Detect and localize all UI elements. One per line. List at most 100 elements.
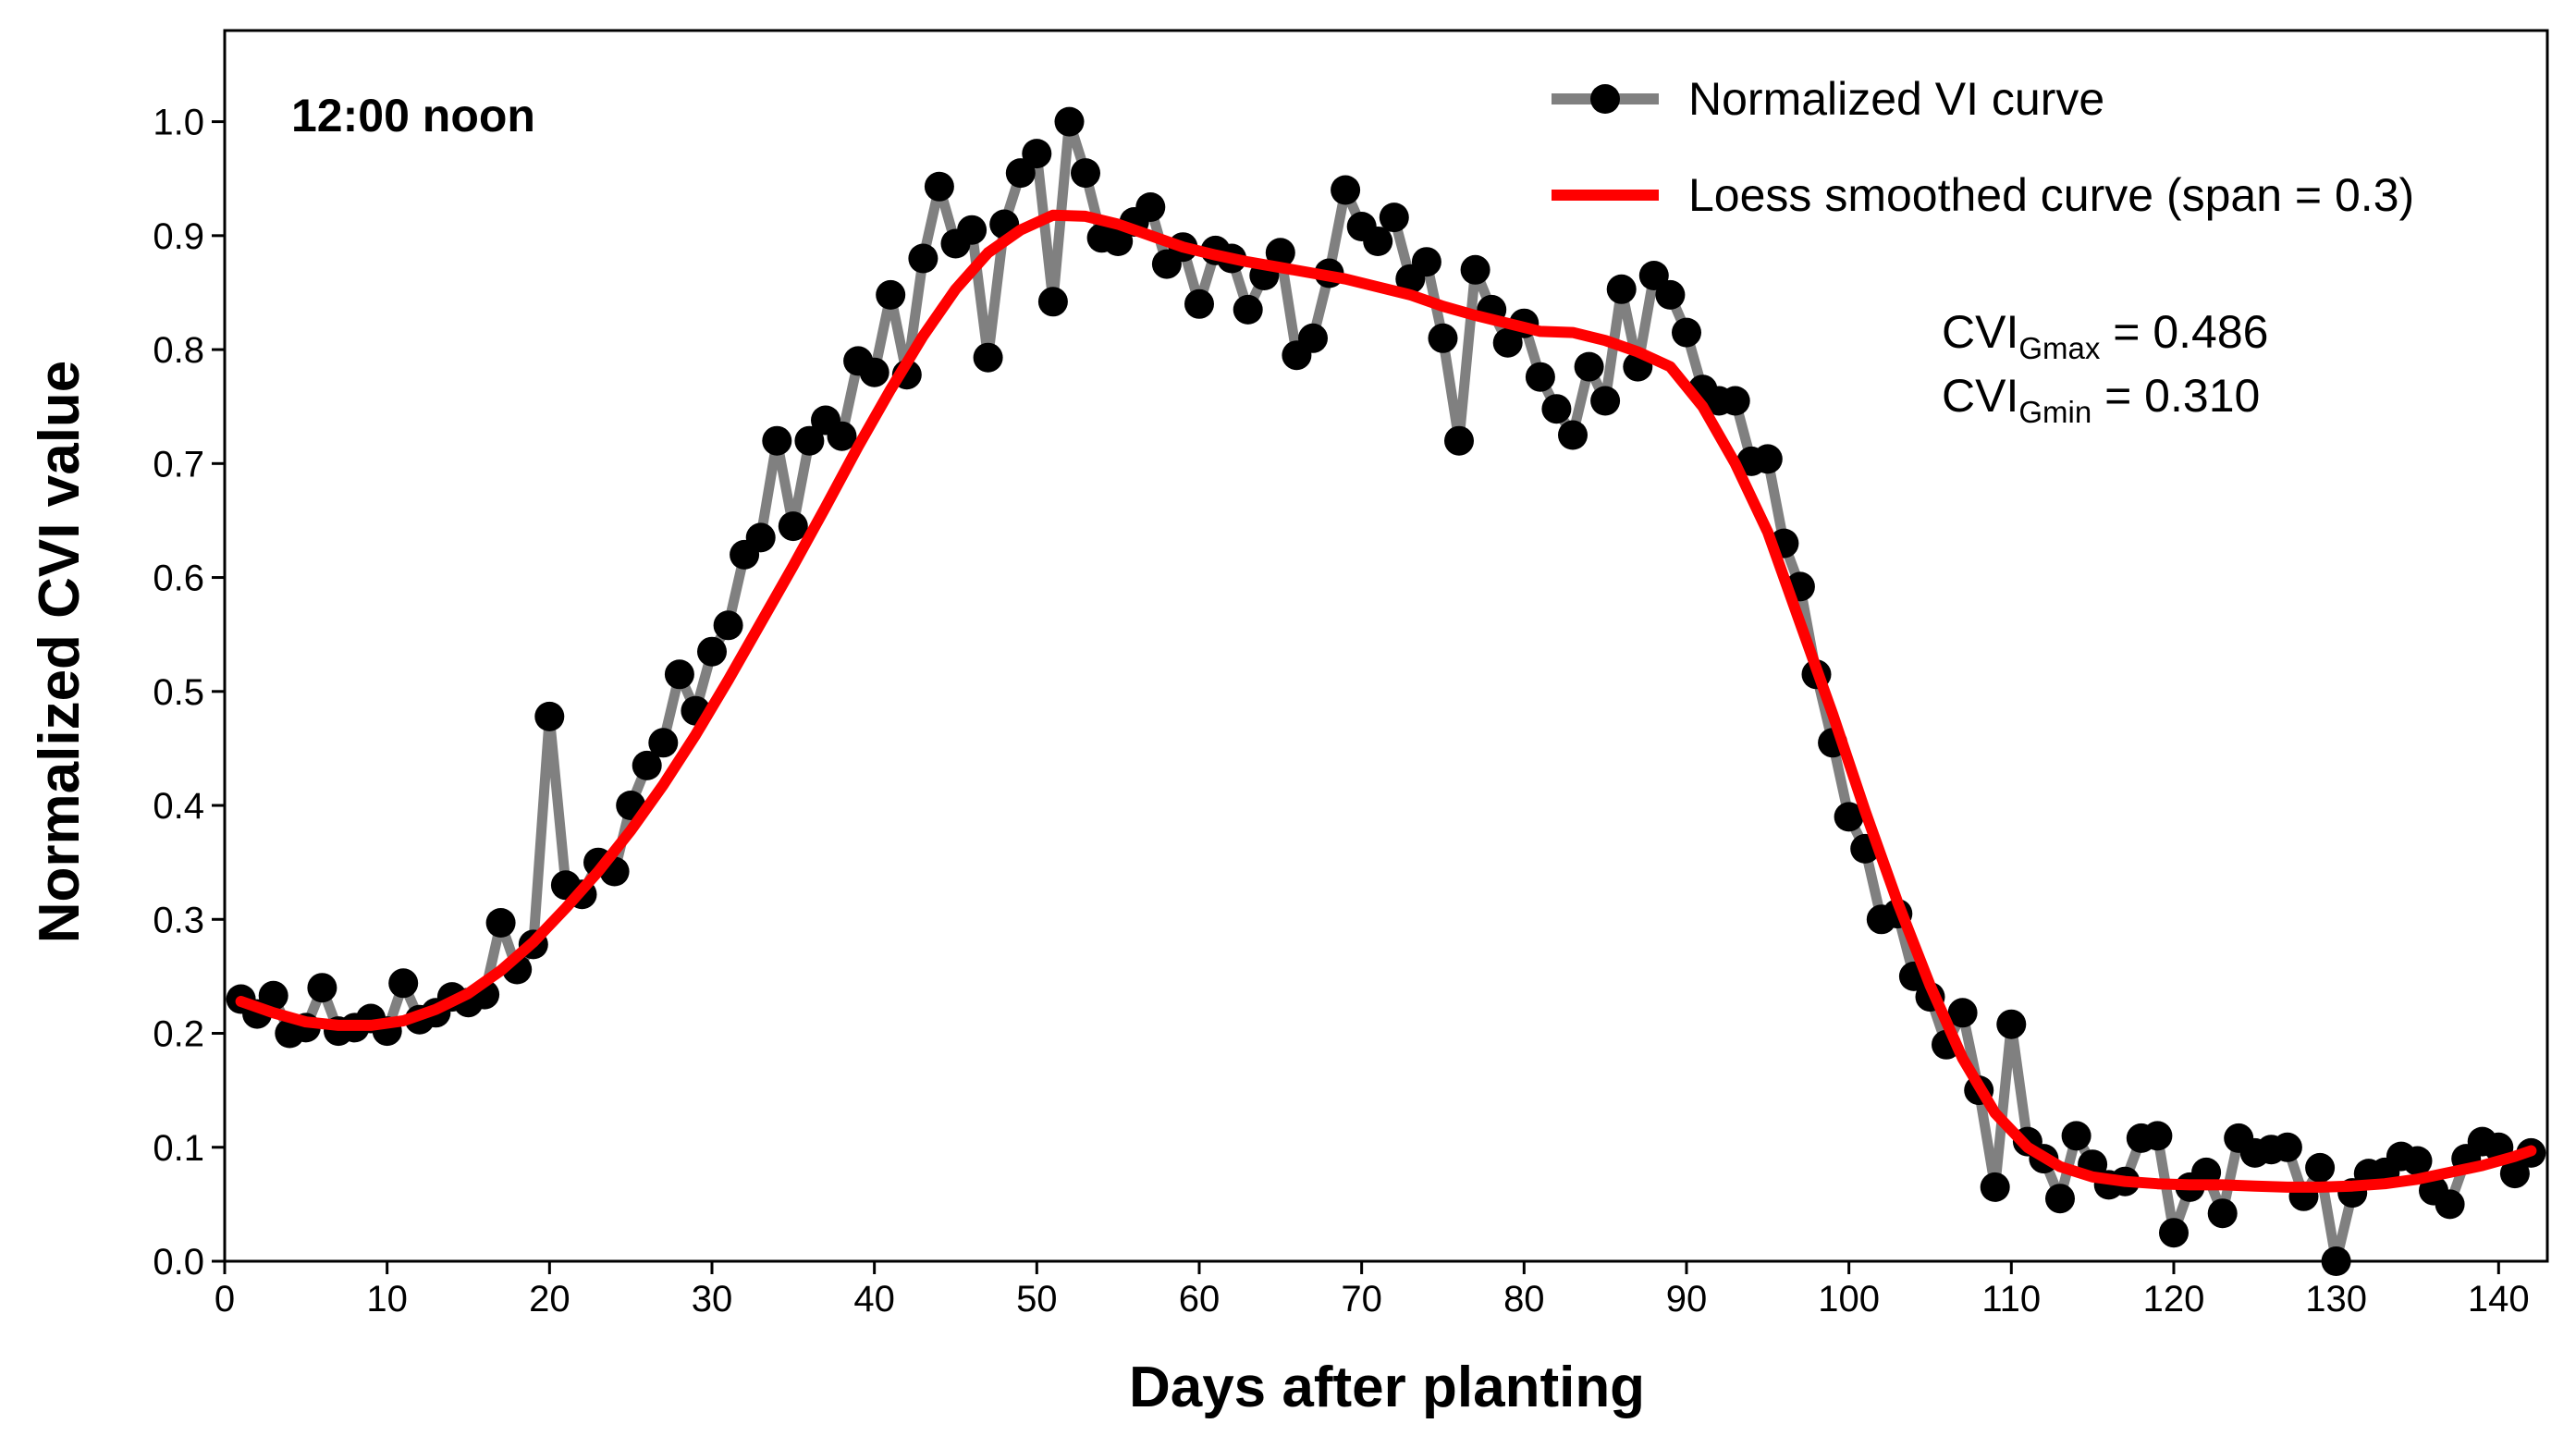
- vi-data-point: [1752, 444, 1783, 474]
- vi-data-point: [2061, 1121, 2091, 1151]
- vi-data-point: [957, 215, 987, 245]
- vi-data-point: [632, 750, 662, 780]
- vi-data-point: [485, 908, 516, 938]
- vi-data-point: [1558, 420, 1588, 450]
- vi-data-point: [2435, 1189, 2465, 1220]
- vi-data-point: [1363, 227, 1393, 256]
- vi-data-point: [876, 279, 906, 310]
- vi-data-point: [1980, 1172, 2010, 1202]
- y-tick-label: 0.5: [153, 672, 204, 713]
- vi-data-point: [1005, 158, 1036, 189]
- vi-data-point: [745, 522, 776, 553]
- vi-data-point: [2305, 1152, 2336, 1183]
- y-tick-label: 0.6: [153, 558, 204, 599]
- series-layer: [226, 106, 2546, 1276]
- vi-data-point: [307, 973, 337, 1003]
- x-tick-label: 120: [2143, 1279, 2205, 1319]
- y-tick-label: 0.1: [153, 1128, 204, 1169]
- series-loess-line: [235, 209, 2537, 1193]
- annotation-gmax-base: CVI: [1942, 306, 2018, 358]
- vi-data-point: [1444, 425, 1474, 456]
- vi-data-point: [258, 980, 288, 1011]
- vi-data-point: [1022, 139, 1052, 169]
- y-tick-label: 0.2: [153, 1014, 204, 1055]
- x-tick-label: 110: [1981, 1279, 2041, 1319]
- vi-data-point: [1590, 386, 1621, 416]
- vi-data-point: [2499, 1159, 2530, 1189]
- vi-data-point: [1379, 203, 1409, 233]
- vi-data-point: [1184, 288, 1214, 319]
- vi-data-point: [2045, 1184, 2075, 1214]
- vi-data-point: [778, 511, 808, 542]
- y-tick-label: 0.8: [153, 330, 204, 371]
- axes-frame: [223, 29, 2549, 1263]
- panel-title: 12:00 noon: [291, 90, 535, 141]
- vi-data-point: [1525, 362, 1555, 392]
- legend: Normalized VI curve Loess smoothed curve…: [1552, 73, 2414, 221]
- plot-border: [223, 29, 2549, 1263]
- vi-data-point: [1574, 351, 1604, 382]
- vi-data-point: [1265, 238, 1295, 268]
- x-tick-label: 100: [1818, 1279, 1880, 1319]
- y-axis-ticks: 0.0 0.1 0.2 0.3 0.4 0.5 0.6 0.7 0.8 0.9 1.0: [153, 103, 225, 1283]
- vi-data-point: [1428, 323, 1458, 353]
- x-tick-label: 60: [1179, 1279, 1221, 1319]
- vi-data-point: [1054, 106, 1085, 137]
- annotation-gmax-sub: Gmax: [2018, 331, 2101, 365]
- vi-data-point: [924, 171, 954, 202]
- annotation-gmin: CVIGmin = 0.310: [1942, 370, 2260, 429]
- vi-data-point: [1492, 327, 1523, 358]
- vi-data-point: [1331, 175, 1361, 205]
- x-tick-label: 90: [1666, 1279, 1708, 1319]
- vi-data-point: [1947, 998, 1978, 1028]
- legend-vi-marker-swatch: [1590, 84, 1620, 114]
- vi-data-point: [648, 728, 679, 758]
- vi-data-point: [1411, 247, 1441, 277]
- vi-data-point: [859, 357, 889, 387]
- x-tick-label: 10: [366, 1279, 408, 1319]
- y-tick-label: 0.3: [153, 900, 204, 940]
- vi-data-point: [1071, 158, 1100, 189]
- y-tick-label: 0.0: [153, 1242, 204, 1283]
- vi-data-point: [1541, 394, 1572, 424]
- vi-data-point: [1655, 279, 1686, 310]
- annotation-gmax-value: = 0.486: [2100, 306, 2268, 358]
- vi-data-point: [1298, 323, 1328, 353]
- vi-data-point: [2142, 1121, 2173, 1151]
- vi-data-point: [1103, 227, 1134, 256]
- vi-data-point: [1720, 386, 1750, 416]
- vi-data-point: [1135, 192, 1166, 222]
- legend-item-loess-curve: Loess smoothed curve (span = 0.3): [1552, 169, 2414, 221]
- x-tick-label: 140: [2468, 1279, 2530, 1319]
- vi-data-point: [973, 342, 1003, 373]
- vi-data-point: [1996, 1009, 2027, 1039]
- vi-data-point: [534, 701, 565, 731]
- y-axis-title: Normalized CVI value: [28, 361, 92, 944]
- vi-data-point: [1037, 287, 1068, 317]
- vi-data-point: [827, 421, 857, 451]
- x-tick-label: 70: [1341, 1279, 1382, 1319]
- vi-data-point: [762, 425, 792, 456]
- vi-data-point: [2207, 1198, 2238, 1229]
- annotation-block: CVIGmax = 0.486 CVIGmin = 0.310: [1942, 306, 2268, 429]
- vi-data-point: [794, 425, 825, 456]
- vi-data-point: [697, 636, 727, 667]
- y-tick-label: 0.4: [153, 786, 204, 827]
- vi-data-point: [2402, 1146, 2433, 1176]
- x-axis-ticks: 0 10 20 30 40 50 60 70 80 90 100 110 120 130 140: [215, 1261, 2530, 1319]
- legend-item-vi-curve: Normalized VI curve: [1552, 73, 2104, 125]
- annotation-gmin-value: = 0.310: [2091, 370, 2260, 422]
- x-tick-label: 50: [1016, 1279, 1058, 1319]
- x-tick-label: 20: [529, 1279, 570, 1319]
- vi-data-point: [2272, 1132, 2302, 1162]
- x-tick-label: 80: [1503, 1279, 1545, 1319]
- vi-data-point: [908, 243, 938, 274]
- vi-data-point: [1834, 802, 1864, 832]
- x-tick-label: 0: [215, 1279, 235, 1319]
- vi-data-point: [2159, 1218, 2189, 1248]
- vi-data-point: [1672, 317, 1701, 348]
- y-tick-label: 0.9: [153, 216, 204, 257]
- vi-data-point: [713, 610, 743, 641]
